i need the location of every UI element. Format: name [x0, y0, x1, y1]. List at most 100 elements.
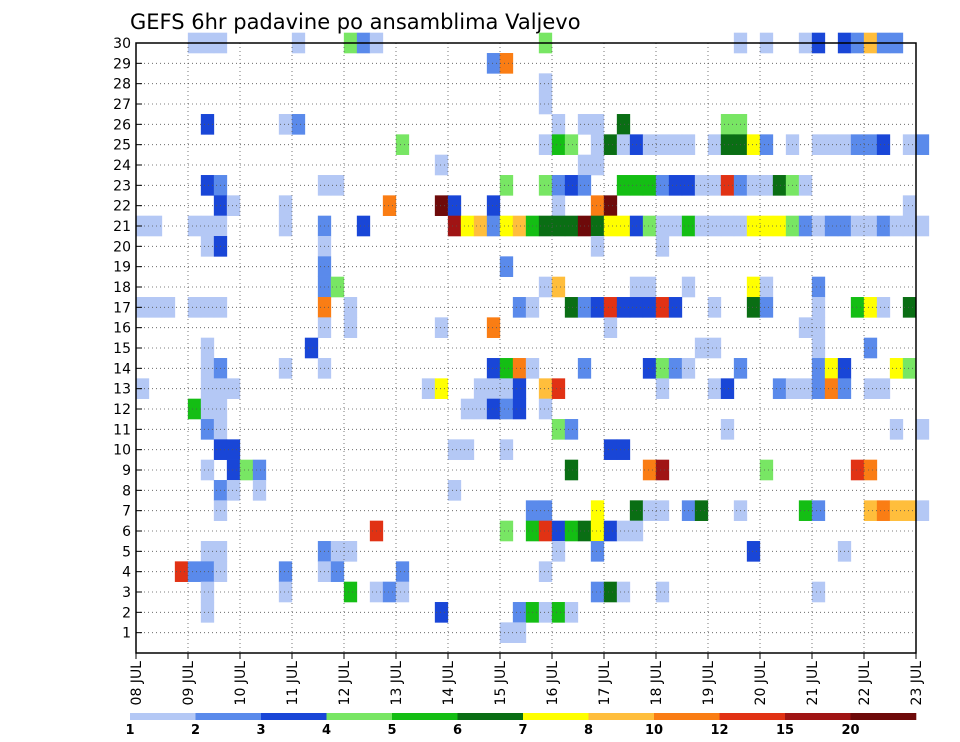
- heatmap-cell: [876, 215, 891, 237]
- heatmap-cell: [512, 378, 527, 399]
- heatmap-cell: [564, 297, 579, 318]
- heatmap-cell: [538, 398, 553, 420]
- heatmap-cell: [200, 459, 215, 481]
- heatmap-cell: [434, 154, 449, 176]
- heatmap-cell: [707, 378, 722, 399]
- heatmap-cell: [772, 175, 787, 196]
- legend-swatch: [261, 713, 327, 720]
- heatmap-cell: [616, 439, 631, 460]
- y-tick-label: 15: [113, 341, 131, 357]
- y-tick-label: 11: [113, 422, 131, 438]
- heatmap-cell: [226, 439, 241, 460]
- heatmap-cell: [616, 581, 631, 603]
- heatmap-cell: [707, 175, 722, 196]
- heatmap-cell: [642, 175, 657, 196]
- y-tick-label: 3: [122, 585, 131, 601]
- color-legend: 1 2 3 4 5 6 7 8 10 12 15 20: [125, 713, 917, 738]
- heatmap-cell: [499, 175, 514, 196]
- heatmap-cell: [291, 114, 306, 135]
- x-tick-label: 23 JUL: [909, 661, 925, 706]
- heatmap-cell: [707, 215, 722, 237]
- legend-label: 5: [387, 723, 396, 738]
- heatmap-cell: [538, 215, 553, 237]
- heatmap-cell: [603, 439, 618, 460]
- y-tick-label: 6: [122, 524, 131, 540]
- x-tick-label: 19 JUL: [701, 661, 717, 706]
- heatmap-cell: [811, 358, 826, 379]
- heatmap-cell: [226, 459, 241, 481]
- heatmap-cell: [564, 134, 579, 155]
- legend-swatch: [130, 713, 196, 720]
- y-tick-label: 17: [113, 300, 131, 316]
- heatmap-cell: [590, 500, 605, 521]
- heatmap-cell: [707, 337, 722, 359]
- heatmap-cell: [200, 175, 215, 196]
- heatmap-cell: [356, 215, 371, 237]
- y-tick-label: 2: [122, 605, 131, 621]
- heatmap-cell: [655, 459, 670, 481]
- heatmap-cell: [512, 358, 527, 379]
- heatmap-cell: [902, 297, 917, 318]
- heatmap-cell: [551, 378, 566, 399]
- heatmap-cell: [759, 276, 774, 298]
- heatmap-cell: [486, 53, 501, 74]
- heatmap-cell: [460, 398, 475, 420]
- heatmap-cell: [655, 358, 670, 379]
- y-tick-label: 23: [113, 178, 131, 194]
- heatmap-cell: [486, 378, 501, 399]
- y-tick-label: 7: [122, 504, 131, 520]
- x-tick-label: 15 JUL: [493, 661, 509, 706]
- legend-swatch: [654, 713, 720, 720]
- heatmap-cell: [811, 500, 826, 521]
- x-tick-label: 20 JUL: [753, 661, 769, 706]
- heatmap-cell: [343, 297, 358, 318]
- heatmap-cell: [850, 459, 865, 481]
- heatmap-cell: [564, 215, 579, 237]
- heatmap-cell: [863, 378, 878, 399]
- legend-label: 3: [256, 723, 265, 738]
- heatmap-cell: [824, 358, 839, 379]
- heatmap-cell: [590, 195, 605, 216]
- heatmap-cell: [200, 602, 215, 623]
- y-tick-label: 25: [113, 138, 131, 154]
- legend-swatch: [326, 713, 393, 720]
- x-tick-label: 09 JUL: [181, 661, 197, 706]
- heatmap-cell: [200, 581, 215, 603]
- heatmap-cell: [148, 215, 163, 237]
- y-tick-label: 21: [113, 219, 131, 235]
- heatmap-cell: [551, 602, 566, 623]
- heatmap-cell: [447, 480, 462, 501]
- heatmap-cell: [902, 215, 917, 237]
- legend-swatch: [719, 713, 786, 720]
- heatmap-cell: [811, 378, 826, 399]
- heatmap-cell: [720, 419, 735, 440]
- heatmap-cell: [642, 134, 657, 155]
- heatmap-cell: [278, 114, 293, 135]
- heatmap-cell: [876, 500, 891, 521]
- heatmap-cell: [655, 378, 670, 399]
- heatmap-cell: [447, 195, 462, 216]
- heatmap-cell: [590, 520, 605, 542]
- legend-label: 8: [584, 723, 593, 738]
- heatmap-cell: [863, 134, 878, 155]
- heatmap-cell: [746, 541, 761, 562]
- heatmap-cell: [278, 358, 293, 379]
- heatmap-cell: [538, 175, 553, 196]
- heatmap-cell: [564, 175, 579, 196]
- heatmap-cell: [278, 581, 293, 603]
- heatmap-cell: [850, 215, 865, 237]
- x-tick-label: 08 JUL: [129, 661, 145, 706]
- heatmap-cell: [759, 175, 774, 196]
- heatmap-cell: [252, 480, 267, 501]
- heatmap-cell: [538, 378, 553, 399]
- heatmap-cell: [616, 520, 631, 542]
- heatmap-cell: [551, 276, 566, 298]
- heatmap-cell: [902, 195, 917, 216]
- heatmap-cell: [616, 175, 631, 196]
- heatmap-cell: [590, 236, 605, 257]
- x-tick-label: 10 JUL: [233, 661, 249, 706]
- heatmap-cell: [187, 561, 202, 582]
- heatmap-cell: [642, 459, 657, 481]
- heatmap-cell: [200, 561, 215, 582]
- heatmap-cell: [668, 175, 683, 196]
